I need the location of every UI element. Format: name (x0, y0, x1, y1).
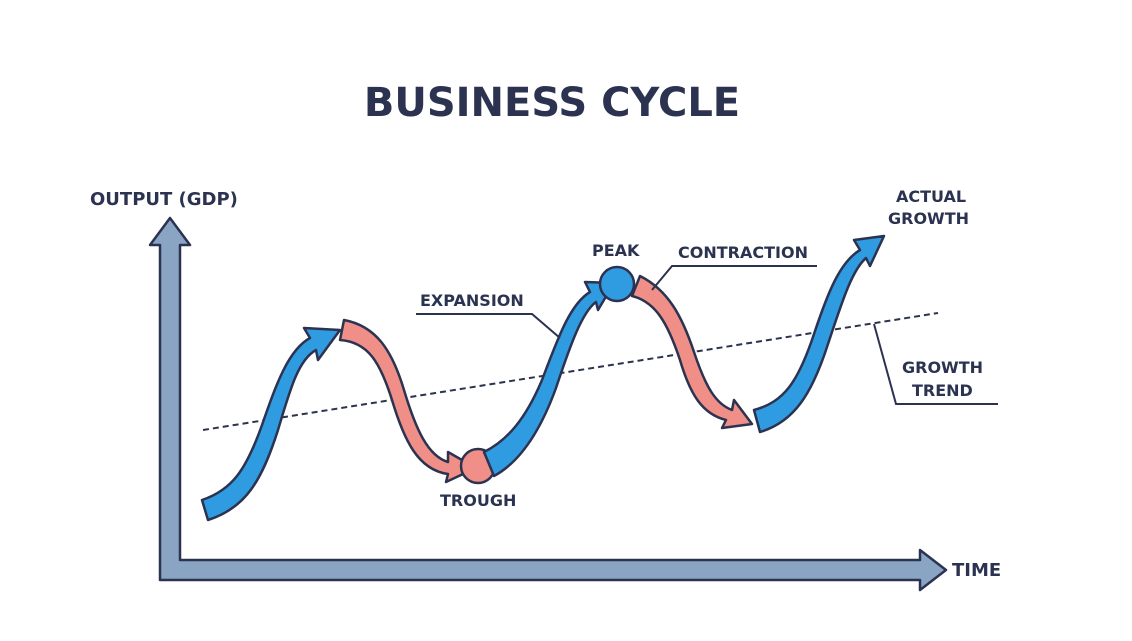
actual-growth-label-line1: ACTUAL (896, 187, 966, 206)
growth-trend-leader-line (873, 323, 998, 405)
expansion-leader-line (416, 313, 561, 339)
y-axis-arrow (148, 216, 948, 592)
growth-trend-label-line2: TREND (912, 381, 973, 400)
contraction-arrow-2 (630, 274, 754, 430)
expansion-label: EXPANSION (420, 291, 524, 310)
expansion-arrow-2 (482, 280, 616, 478)
cycle-curve (200, 234, 886, 522)
diagram-title: BUSINESS CYCLE (364, 80, 740, 126)
x-axis-label: TIME (952, 560, 1001, 581)
contraction-leader-line (651, 265, 817, 291)
actual-growth-label-line2: GROWTH (888, 209, 969, 228)
contraction-label: CONTRACTION (678, 243, 808, 262)
trough-label: TROUGH (440, 491, 516, 510)
peak-label: PEAK (592, 241, 640, 260)
peak-point (598, 265, 636, 303)
expansion-arrow-3 (752, 234, 886, 434)
growth-trend-label-line1: GROWTH (902, 358, 983, 377)
y-axis-label: OUTPUT (GDP) (90, 189, 238, 210)
expansion-arrow-1 (200, 326, 342, 522)
contraction-arrow-1 (338, 318, 478, 484)
axes (148, 216, 948, 592)
